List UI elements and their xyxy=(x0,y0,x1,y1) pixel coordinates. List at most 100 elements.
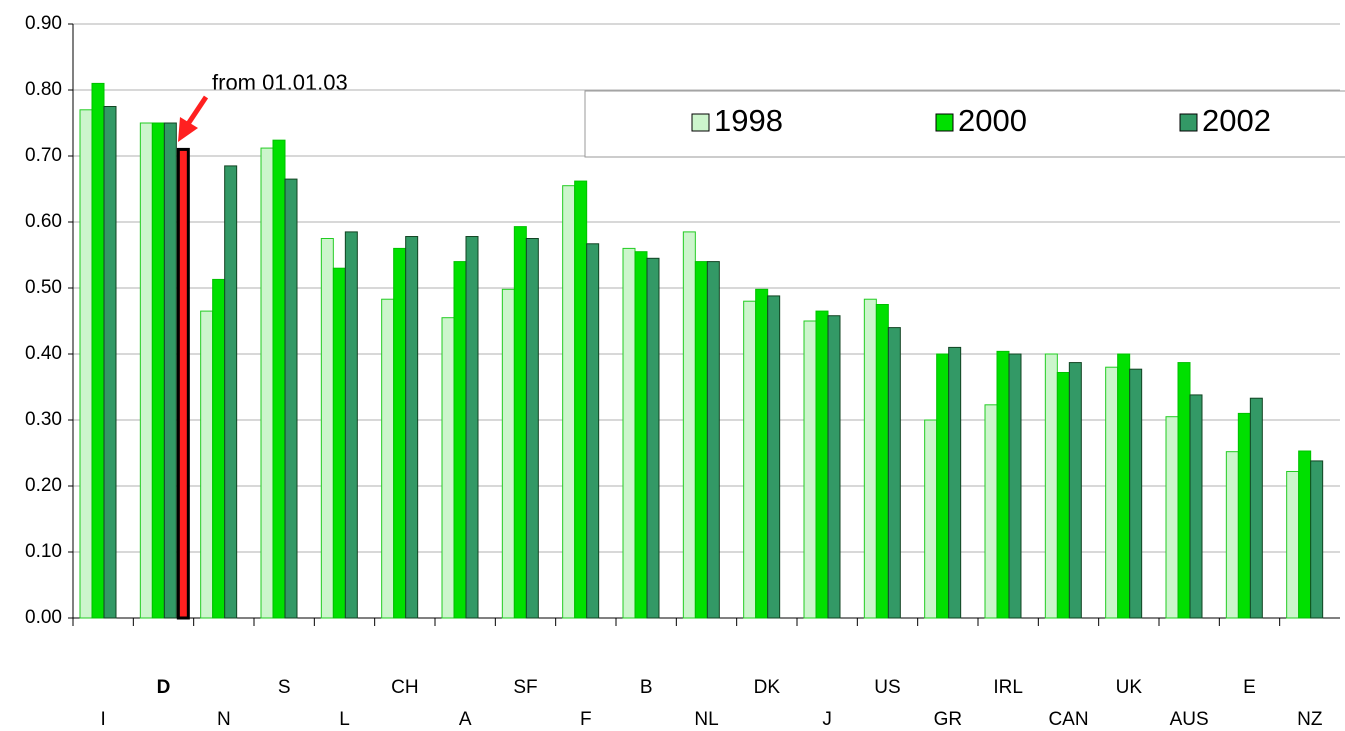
bar xyxy=(465,236,479,619)
legend-swatch xyxy=(691,113,710,132)
x-tick-label: F xyxy=(580,709,592,730)
y-tick-label: 0.80 xyxy=(25,79,62,100)
x-tick-label: UK xyxy=(1116,677,1143,698)
x-tick-label: DK xyxy=(754,677,781,698)
bar xyxy=(1237,412,1251,619)
bar xyxy=(622,247,636,619)
bar xyxy=(996,350,1010,619)
x-tick-label: SF xyxy=(513,677,537,698)
legend-swatch xyxy=(935,113,954,132)
bar xyxy=(863,298,877,619)
bar xyxy=(1117,353,1131,619)
bar xyxy=(815,310,829,619)
bar xyxy=(803,320,817,619)
bar xyxy=(1129,368,1143,619)
x-tick-label: NL xyxy=(694,709,718,730)
bar xyxy=(1298,450,1312,619)
x-tick-label: E xyxy=(1243,677,1256,698)
x-tick-label: I xyxy=(101,709,106,730)
x-tick-label: CAN xyxy=(1048,709,1088,730)
x-tick-label: A xyxy=(459,709,472,730)
bar xyxy=(887,327,901,619)
bar xyxy=(91,82,105,619)
bar xyxy=(139,122,153,619)
bar xyxy=(634,251,648,619)
bar xyxy=(574,180,588,619)
y-tick-label: 0.30 xyxy=(25,409,62,430)
bar xyxy=(284,178,298,619)
bar xyxy=(381,298,395,619)
bar xyxy=(827,315,841,619)
bar xyxy=(706,261,720,619)
bar xyxy=(1189,394,1203,619)
bar xyxy=(1310,460,1324,619)
bar xyxy=(393,247,407,619)
bar xyxy=(1105,366,1119,619)
bar xyxy=(405,236,419,619)
y-tick-label: 0.90 xyxy=(25,13,62,34)
x-tick-label: D xyxy=(157,677,171,698)
x-tick-label: AUS xyxy=(1170,709,1209,730)
x-tick-label: L xyxy=(339,709,350,730)
bar xyxy=(212,278,226,619)
bar xyxy=(755,288,769,619)
bar xyxy=(513,226,527,619)
y-tick-label: 0.10 xyxy=(25,541,62,562)
bar xyxy=(453,261,467,619)
bar xyxy=(586,243,600,619)
x-tick-label: NZ xyxy=(1297,709,1323,730)
bar xyxy=(948,346,962,619)
x-tick-label: B xyxy=(640,677,653,698)
bar xyxy=(1286,470,1300,619)
bar xyxy=(875,304,889,619)
bar xyxy=(1177,362,1191,619)
bar xyxy=(344,231,358,619)
annotation-text: from 01.01.03 xyxy=(212,70,348,95)
bar xyxy=(646,257,660,619)
bar xyxy=(103,106,117,619)
y-tick-label: 0.00 xyxy=(25,607,62,628)
bar xyxy=(1165,416,1179,619)
bar xyxy=(260,147,274,619)
x-tick-label: J xyxy=(822,709,832,730)
bar xyxy=(1225,451,1239,619)
bar xyxy=(743,300,757,619)
bar xyxy=(1068,362,1082,619)
bar xyxy=(936,353,950,619)
bar xyxy=(79,109,93,619)
bar xyxy=(1249,397,1263,619)
x-tick-label: N xyxy=(217,709,231,730)
bar xyxy=(984,404,998,619)
y-tick-label: 0.70 xyxy=(25,145,62,166)
legend-label: 1998 xyxy=(714,103,783,138)
y-tick-label: 0.20 xyxy=(25,475,62,496)
bar xyxy=(682,231,696,619)
bar xyxy=(163,122,177,619)
x-tick-label: S xyxy=(278,677,291,698)
bar xyxy=(501,288,515,619)
bar xyxy=(272,139,286,619)
bar xyxy=(1044,353,1058,619)
legend-swatch xyxy=(1179,113,1198,132)
legend-label: 2002 xyxy=(1202,103,1271,138)
annotation-bar xyxy=(176,147,190,620)
bar xyxy=(332,267,346,619)
bar xyxy=(694,261,708,619)
legend-box xyxy=(584,90,1345,158)
bar xyxy=(525,238,539,619)
y-tick-label: 0.60 xyxy=(25,211,62,232)
x-tick-label: IRL xyxy=(993,677,1023,698)
y-tick-label: 0.50 xyxy=(25,277,62,298)
bar xyxy=(924,419,938,619)
x-tick-label: GR xyxy=(934,709,963,730)
x-tick-label: US xyxy=(874,677,900,698)
bar xyxy=(320,238,334,619)
bar xyxy=(224,165,238,619)
x-tick-label: CH xyxy=(391,677,418,698)
legend-label: 2000 xyxy=(958,103,1027,138)
bar xyxy=(151,122,165,619)
bar xyxy=(562,185,576,619)
bar xyxy=(1008,353,1022,619)
bar xyxy=(200,310,214,619)
